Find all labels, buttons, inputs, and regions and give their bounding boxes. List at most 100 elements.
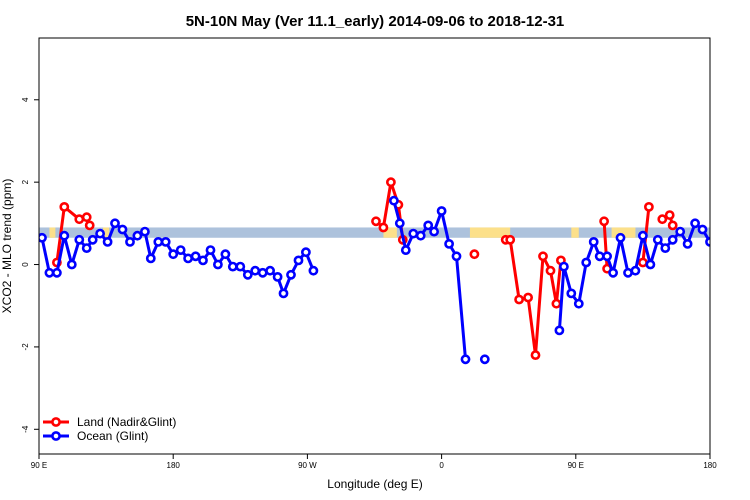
data-point [385, 177, 396, 188]
data-point [205, 245, 216, 255]
data-point [286, 269, 296, 280]
data-point [682, 238, 693, 249]
data-point [566, 288, 577, 299]
data-point [551, 298, 562, 309]
data-point [744, 238, 750, 245]
y-tick-label: 2 [21, 179, 30, 184]
series-land [52, 177, 678, 360]
x-tick-label: 90 E [31, 461, 47, 470]
chart-title: 5N-10N May (Ver 11.1_early) 2014-09-06 t… [186, 13, 565, 30]
y-axis: -4 -2 0 2 4 [21, 97, 39, 433]
plot-frame [38, 37, 711, 455]
data-point [667, 234, 678, 245]
land-strip-segment [49, 227, 56, 238]
y-tick-label: 4 [21, 97, 30, 102]
data-point [444, 238, 454, 249]
data-point [110, 218, 120, 229]
ocean-strip [39, 227, 710, 238]
data-point [190, 251, 201, 262]
land-strip-segment [383, 227, 397, 238]
data-point [697, 224, 708, 235]
data-point [588, 236, 599, 247]
data-point [705, 237, 710, 247]
data-point [736, 238, 743, 245]
data-point [235, 261, 246, 272]
data-point [117, 224, 128, 235]
data-point [168, 249, 179, 260]
data-point [84, 220, 95, 231]
legend-swatch-marker [51, 417, 61, 427]
data-point [74, 214, 85, 225]
series-ocean [39, 195, 750, 365]
land-strip-segment [469, 227, 511, 238]
data-point [87, 234, 98, 245]
data-point [630, 265, 641, 276]
data-point [645, 259, 656, 270]
data-point [227, 261, 238, 272]
data-point [615, 232, 626, 243]
data-point [388, 195, 399, 206]
data-point [545, 265, 556, 276]
data-point [638, 257, 648, 268]
data-point [278, 288, 289, 299]
data-point [308, 265, 319, 276]
data-point [272, 271, 283, 282]
data-point [714, 232, 721, 239]
data-point [436, 206, 447, 216]
data-point [220, 249, 231, 260]
data-point [554, 325, 565, 336]
land-strip-segment [571, 227, 579, 238]
data-point [400, 245, 411, 255]
data-point [469, 249, 480, 260]
data-point [729, 257, 736, 264]
data-point [394, 218, 405, 229]
data-point [39, 232, 47, 243]
data-point [690, 218, 700, 229]
data-point [505, 234, 516, 245]
data-point [664, 210, 675, 220]
data-point [523, 292, 533, 303]
data-point [74, 234, 85, 245]
data-point [44, 267, 55, 278]
land-strip-segment [611, 227, 636, 238]
data-point [66, 259, 77, 270]
data-point [371, 216, 381, 227]
data-point [242, 269, 253, 280]
x-tick-label: 180 [703, 461, 717, 470]
data-point [125, 236, 135, 247]
data-point [660, 243, 671, 253]
data-point [378, 222, 389, 233]
data-point [538, 251, 548, 262]
data-point [81, 212, 92, 223]
data-point [530, 350, 541, 360]
legend-swatch-marker [51, 431, 61, 441]
data-point [212, 259, 223, 270]
data-point [451, 251, 462, 262]
data-point [265, 265, 275, 276]
x-axis: 90 E 180 90 W 0 90 E 180 [31, 454, 717, 470]
plot-inner [39, 177, 750, 365]
data-point [638, 230, 648, 241]
x-tick-label: 90 E [568, 461, 584, 470]
data-point [59, 230, 70, 241]
data-point [293, 255, 304, 266]
data-point [657, 214, 668, 225]
y-axis-label: XCO2 - MLO trend (ppm) [0, 179, 14, 314]
data-point [667, 220, 678, 231]
data-point [559, 261, 569, 272]
data-point [95, 228, 105, 239]
data-point [183, 253, 193, 264]
legend-label: Land (Nadir&Glint) [77, 415, 176, 429]
data-point [59, 201, 70, 212]
data-point [102, 236, 113, 247]
data-point [300, 247, 311, 258]
y-tick-label: -4 [21, 425, 30, 433]
data-point [514, 294, 524, 305]
data-point [721, 228, 728, 235]
x-tick-label: 90 W [298, 461, 317, 470]
data-point [675, 226, 686, 237]
data-point [599, 216, 609, 227]
legend: Land (Nadir&Glint)Ocean (Glint) [43, 415, 176, 443]
plot-area [39, 177, 750, 365]
